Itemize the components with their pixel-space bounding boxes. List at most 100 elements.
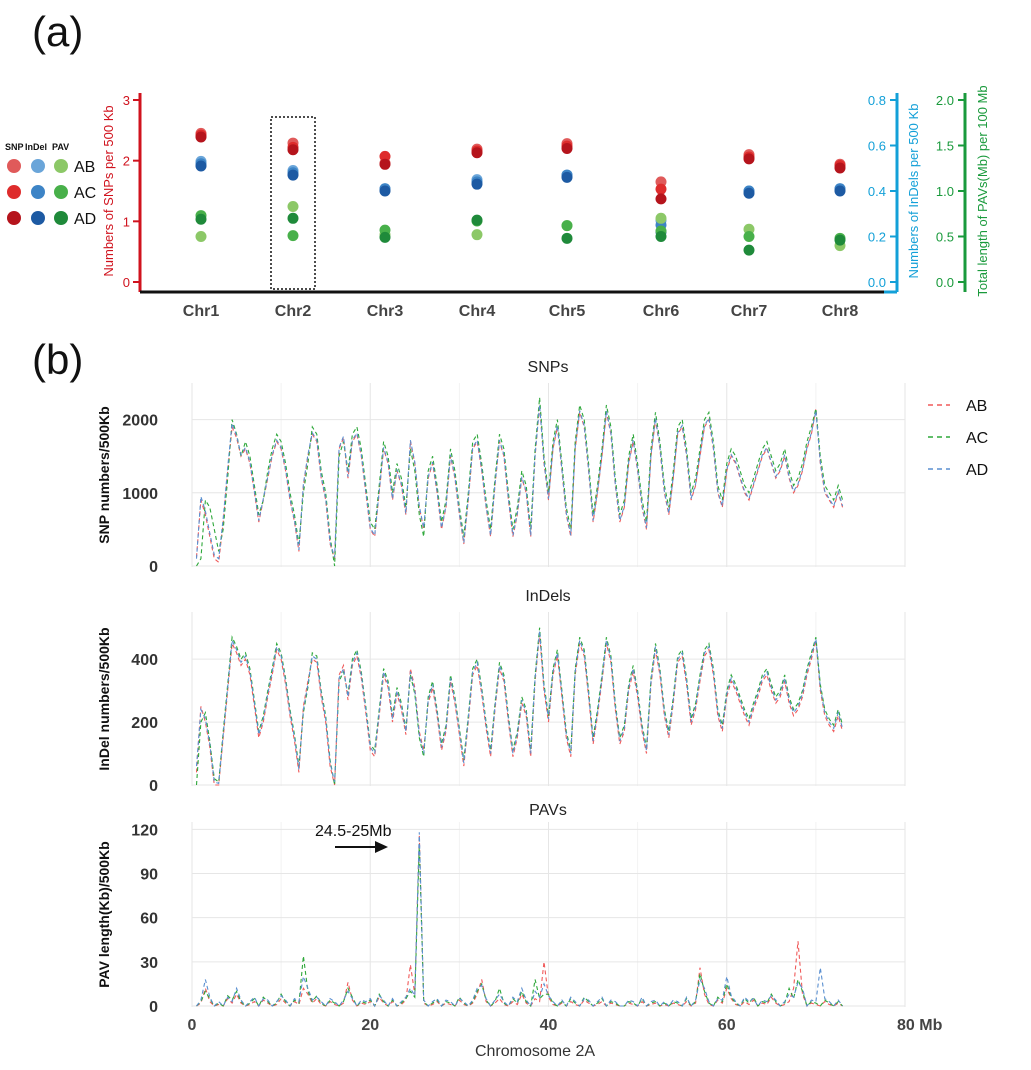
panel-title: PAVs — [529, 802, 567, 819]
snp-point-ac — [655, 183, 667, 195]
y-tick-label: 0 — [149, 559, 158, 576]
panel-title: InDels — [525, 588, 570, 605]
y-axis-title: SNP numbers/500Kb — [96, 406, 112, 543]
y-tick-label: 30 — [140, 955, 158, 972]
panel-a-plot: 0 1 2 3 Numbers of SNPs per 500 Kb Chr1 Chr2 Ch… — [101, 85, 990, 320]
legend-a-dot — [54, 159, 68, 173]
pav-point-ad — [379, 231, 391, 243]
pav-point-ad — [655, 231, 667, 242]
y-tick-label: 400 — [131, 652, 158, 669]
legend-a-dot — [7, 211, 21, 225]
pav-point-ad — [287, 212, 299, 224]
series-line-ad — [196, 832, 844, 1008]
indel-tick-label: 0.0 — [868, 275, 886, 290]
chr-tick-label: Chr6 — [643, 303, 680, 320]
pav-point-ac — [561, 220, 573, 232]
legend-a-dot — [31, 185, 45, 199]
snp-point-ad — [379, 158, 391, 170]
snp-point-ac — [379, 150, 391, 162]
panel-title: SNPs — [528, 359, 569, 376]
panel-snps: 0 1000 2000 SNPs SNP numbers/500Kb — [96, 359, 906, 576]
indel-point-ad — [834, 185, 846, 197]
snp-tick-label: 3 — [123, 93, 130, 108]
panel-label-b: (b) — [32, 336, 83, 383]
snp-point-ad — [655, 193, 667, 205]
pav-tick-label: 1.5 — [936, 139, 954, 154]
x-tick-label: 0 — [188, 1017, 197, 1034]
legend-a-label: AD — [74, 211, 96, 228]
series-line-ad — [195, 404, 844, 560]
y-tick-label: 120 — [131, 822, 158, 839]
pav-point-ab — [471, 229, 483, 241]
legend-a-dot — [31, 211, 45, 225]
y-axis-title: PAV length(Kb)/500Kb — [96, 841, 112, 988]
annotation-label: 24.5-25Mb — [315, 823, 392, 840]
snp-tick-label: 0 — [123, 275, 130, 290]
chr-tick-label: Chr1 — [183, 303, 220, 320]
chr-tick-label: Chr8 — [822, 303, 859, 320]
indel-point-ad — [379, 185, 391, 197]
series-line-ac — [196, 397, 844, 567]
panel-indels: 0 200 400 InDels InDel numbers/500Kb — [96, 588, 906, 795]
y-tick-label: 0 — [149, 999, 158, 1016]
legend-a-header: PAV — [52, 142, 69, 152]
indel-point-ad — [471, 178, 483, 190]
legend-a-dot — [54, 211, 68, 225]
indel-tick-label: 0.6 — [868, 139, 886, 154]
pav-axis-title: Total length of PAVs(Mb) per 100 Mb — [975, 85, 990, 296]
indel-tick-label: 0.2 — [868, 230, 886, 245]
annotation-arrow — [335, 841, 388, 853]
snp-point-ad — [471, 147, 483, 159]
panel-a-legend: SNP InDel PAV AB AC AD — [5, 142, 96, 228]
pav-point-ab — [287, 200, 299, 212]
pav-point-ab — [655, 212, 667, 224]
y-tick-label: 200 — [131, 715, 158, 732]
legend-a-header: InDel — [25, 142, 47, 152]
y-tick-label: 60 — [140, 911, 158, 928]
legend-a-label: AC — [74, 185, 96, 202]
pav-point-ad — [471, 214, 483, 226]
y-axis-title: InDel numbers/500Kb — [96, 627, 112, 770]
pav-point-ac — [743, 231, 755, 242]
indel-tick-label: 0.4 — [868, 184, 886, 199]
pav-tick-label: 0.0 — [936, 275, 954, 290]
legend-a-dot — [54, 185, 68, 199]
series-line-ab — [196, 835, 843, 1007]
y-tick-label: 1000 — [122, 486, 158, 503]
y-tick-label: 0 — [149, 778, 158, 795]
indel-point-ad — [287, 169, 299, 181]
snp-tick-label: 2 — [123, 154, 130, 169]
pav-point-ad — [561, 232, 573, 244]
snp-point-ad — [195, 131, 207, 143]
snp-point-ad — [743, 153, 755, 165]
x-tick-label: 20 — [361, 1017, 379, 1034]
chr-tick-label: Chr7 — [731, 303, 768, 320]
x-tick-label: 80 Mb — [897, 1017, 943, 1034]
x-tick-label: 40 — [540, 1017, 558, 1034]
pav-point-ad — [195, 213, 207, 225]
highlight-box — [270, 116, 316, 290]
legend-b-label: AC — [966, 430, 988, 447]
legend-a-header: SNP — [5, 142, 24, 152]
snp-axis-title: Numbers of SNPs per 500 Kb — [101, 105, 116, 276]
chr-tick-label: Chr2 — [275, 303, 312, 320]
indel-point-ad — [195, 160, 207, 172]
chr-tick-label: Chr4 — [459, 303, 496, 320]
pav-point-ad — [743, 244, 755, 256]
legend-b-label: AB — [966, 398, 987, 415]
pav-tick-label: 1.0 — [936, 184, 954, 199]
pav-point-ac — [287, 230, 299, 242]
legend-b-label: AD — [966, 462, 988, 479]
legend-a-label: AB — [74, 159, 95, 176]
pav-tick-label: 2.0 — [936, 93, 954, 108]
x-tick-label: 60 — [718, 1017, 736, 1034]
indel-point-ad — [561, 171, 573, 183]
pav-point-ad — [834, 234, 846, 246]
y-tick-label: 2000 — [122, 413, 158, 430]
legend-a-dot — [7, 159, 21, 173]
snp-point-ad — [561, 143, 573, 155]
indel-point-ad — [743, 187, 755, 199]
legend-a-dot — [31, 159, 45, 173]
